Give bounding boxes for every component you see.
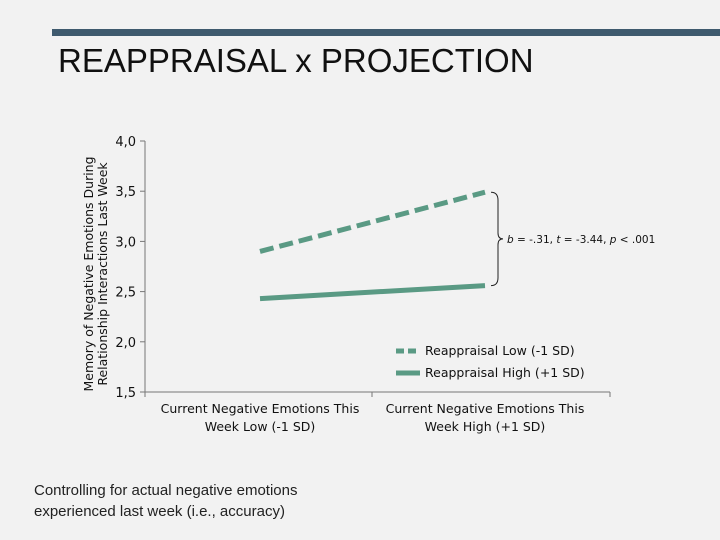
series-line-reappraisal-low	[259, 189, 486, 254]
x-category-label: Current Negative Emotions This Week High …	[386, 401, 585, 434]
axes: 1,5 2,0 2,5 3,0 3,5 4,0 Current Negative Emoti…	[81, 135, 611, 434]
significance-annotation: b = -.31, t = -3.44, p < .001	[507, 234, 655, 246]
series-line-reappraisal-high	[259, 283, 486, 302]
legend-label: Reappraisal Low (-1 SD)	[425, 343, 575, 358]
y-tick-label: 2,5	[115, 286, 136, 301]
y-tick-label: 2,0	[115, 336, 136, 351]
y-axis-title: Memory of Negative Emotions DuringRelati…	[81, 156, 110, 391]
x-category-label: Current Negative Emotions This Week Low (…	[161, 401, 360, 434]
annotation: b = -.31, t = -3.44, p < .001	[490, 191, 655, 287]
slide-title: REAPPRAISAL x PROJECTION	[58, 42, 534, 79]
y-tick-label: 3,0	[115, 235, 136, 250]
title-bar-accent	[52, 29, 720, 36]
footnote: Controlling for actual negative emotions…	[34, 482, 298, 520]
legend: Reappraisal Low (-1 SD) Reappraisal High …	[396, 343, 585, 380]
series-layer	[259, 189, 486, 302]
legend-label: Reappraisal High (+1 SD)	[425, 365, 585, 380]
y-tick-label: 3,5	[115, 185, 136, 200]
y-tick-label: 4,0	[115, 135, 136, 150]
significance-bracket	[490, 191, 504, 287]
y-tick-label: 1,5	[115, 386, 136, 401]
